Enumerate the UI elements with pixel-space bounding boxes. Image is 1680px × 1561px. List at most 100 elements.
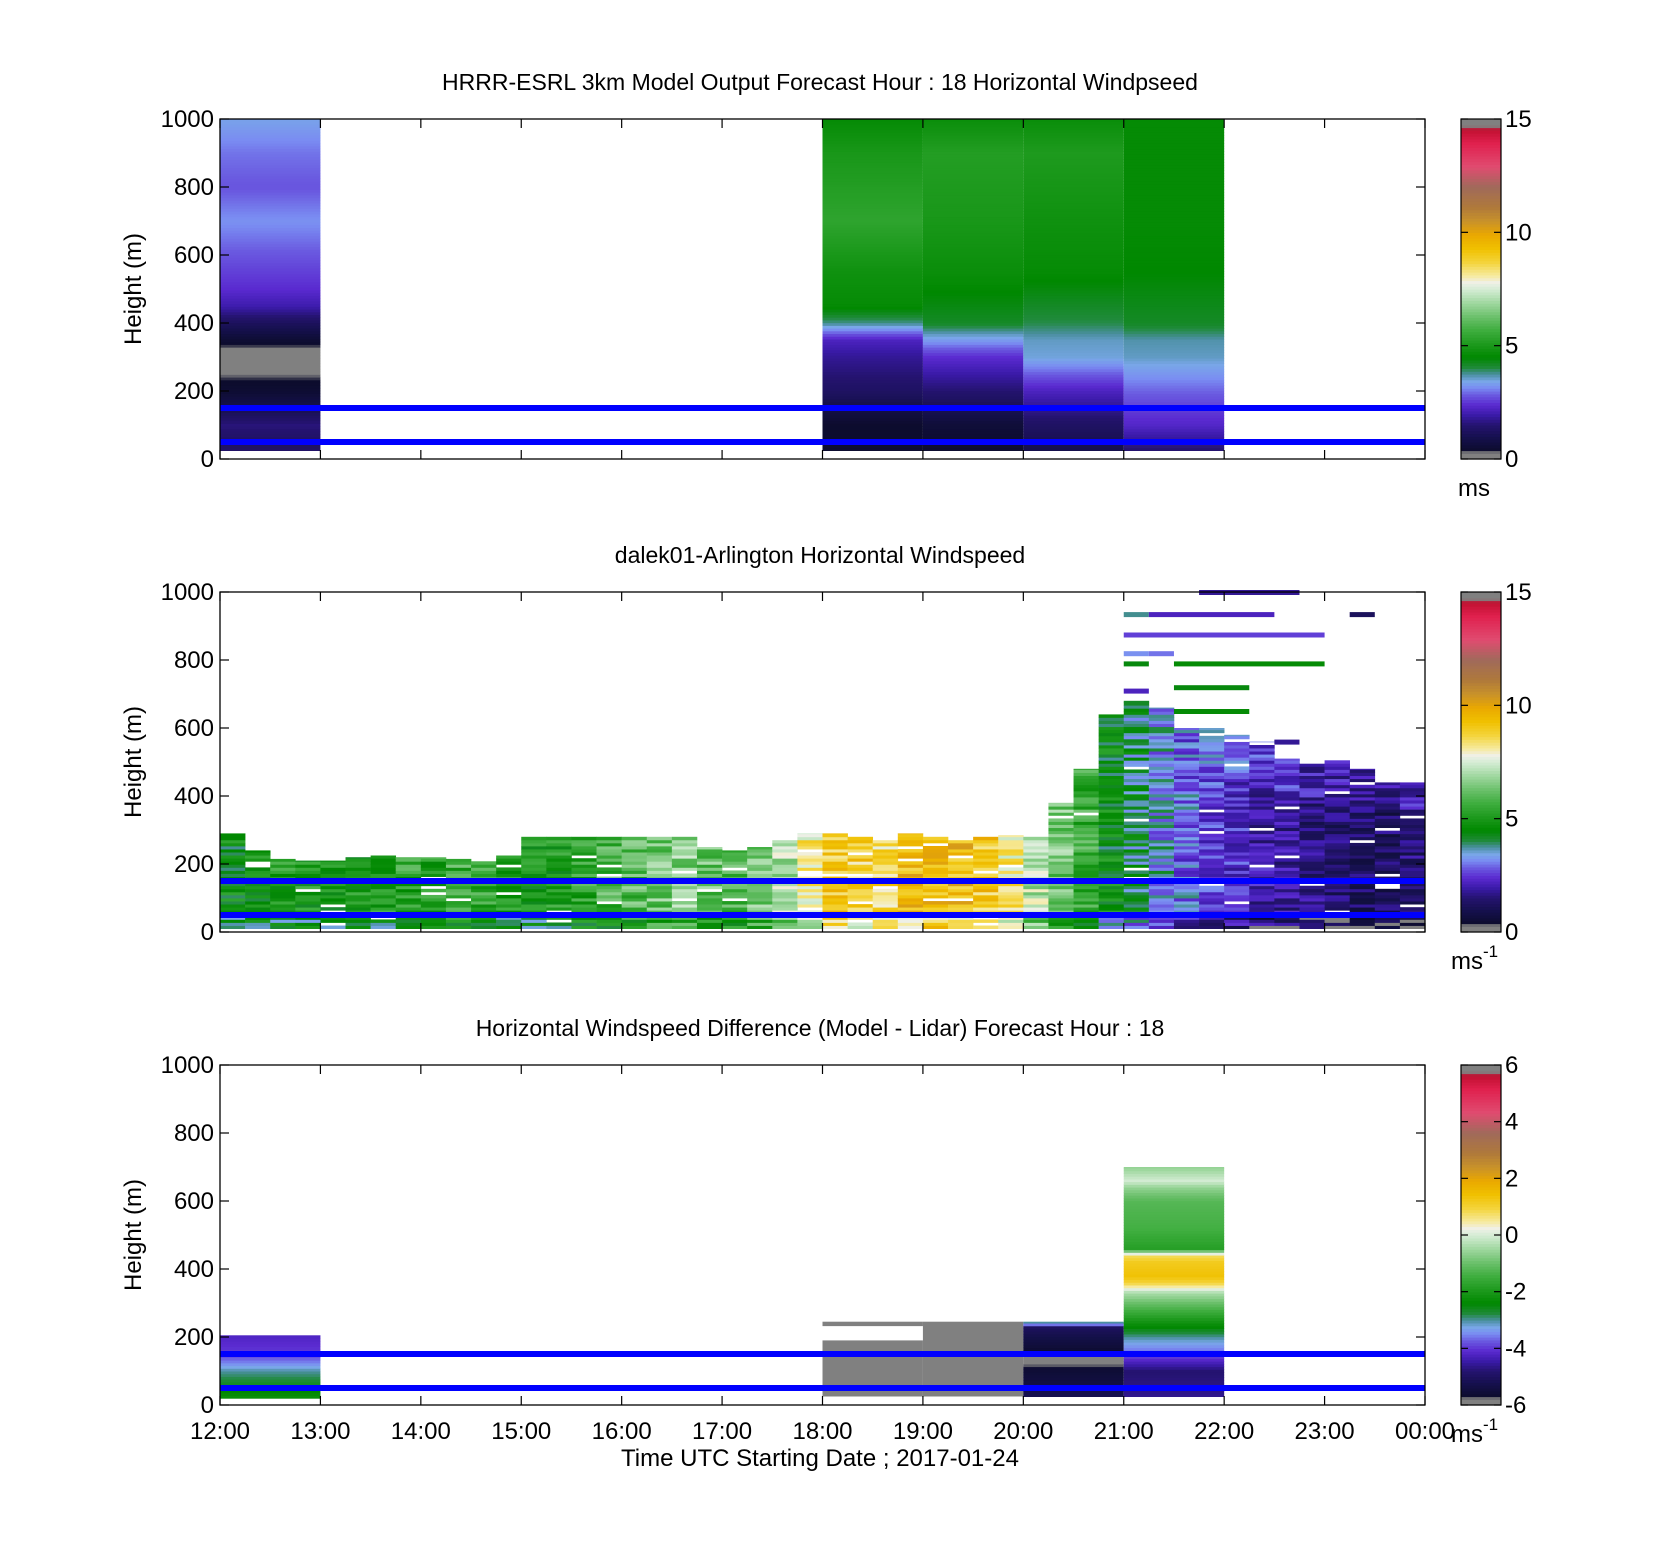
data-cell [822, 907, 848, 911]
data-cell [270, 873, 296, 877]
data-cell [420, 864, 447, 868]
colorbar-swatch [1461, 1141, 1501, 1145]
difference-panel: Horizontal Windspeed Difference (Model -… [120, 1015, 1526, 1472]
data-cell [220, 211, 321, 215]
colorbar-swatch [1461, 1113, 1501, 1117]
colorbar-swatch [1461, 1356, 1501, 1361]
colorbar-swatch [1461, 133, 1501, 137]
data-cell [471, 861, 497, 865]
data-cell [1299, 790, 1325, 795]
data-cell [1299, 919, 1325, 923]
data-cell [220, 387, 321, 392]
data-cell [1399, 898, 1426, 902]
data-cell [822, 368, 923, 373]
data-cell [621, 901, 648, 905]
data-cell [295, 922, 321, 926]
data-cell [1123, 246, 1225, 250]
data-cell [822, 154, 923, 158]
colorbar-swatch [1461, 306, 1501, 310]
data-cell [1199, 766, 1225, 770]
data-cell [1299, 867, 1325, 871]
data-cell [220, 1379, 321, 1383]
x-tick-label: 14:00 [391, 1418, 451, 1445]
data-cell [220, 431, 321, 435]
data-cell [1349, 803, 1376, 807]
data-cell [872, 916, 899, 920]
data-cell [1048, 898, 1074, 902]
data-cell [220, 377, 321, 381]
data-cell [1123, 1173, 1225, 1177]
data-cell [998, 898, 1024, 902]
data-cell [345, 916, 371, 920]
data-cell [1249, 797, 1275, 801]
data-cell [1023, 167, 1124, 171]
data-cell [1023, 861, 1049, 865]
data-cell [1173, 870, 1200, 874]
data-cell [1199, 784, 1225, 789]
data-cell [220, 227, 321, 231]
data-cell [922, 855, 949, 859]
data-cell [797, 836, 823, 841]
data-cell [1274, 894, 1300, 899]
data-cell [1023, 243, 1124, 247]
data-cell [1123, 387, 1225, 392]
data-cell [245, 885, 271, 890]
data-cell [847, 858, 874, 862]
data-cell [671, 916, 698, 920]
data-cell [521, 919, 547, 923]
data-cell [646, 894, 673, 899]
data-cell [1224, 781, 1250, 786]
colorbar-swatch [1461, 410, 1501, 415]
data-cell [948, 873, 974, 877]
data-cell [1023, 317, 1124, 321]
colorbar-swatch [1461, 189, 1501, 194]
colorbar-swatch [1461, 756, 1501, 760]
data-cell [897, 901, 924, 905]
data-cell [1249, 898, 1275, 902]
data-cell [1399, 790, 1426, 795]
lidar-windspeed-panel: dalek01-Arlington Horizontal Windspeed H… [120, 542, 1532, 975]
colorbar-swatch [1461, 283, 1501, 287]
data-cell [1249, 833, 1275, 838]
colorbar-swatch [1461, 269, 1501, 273]
colorbar-swatch [1461, 657, 1501, 661]
x-tick-label: 12:00 [190, 1418, 250, 1445]
data-cell [973, 867, 999, 871]
colorbar-swatch [1461, 348, 1501, 352]
colorbar-swatch [1461, 297, 1501, 301]
data-cell [797, 882, 823, 887]
data-cell [1023, 178, 1124, 182]
colorbar-swatch [1461, 651, 1501, 655]
data-cell [822, 415, 923, 419]
data-cell [1173, 824, 1200, 829]
data-cell [822, 393, 923, 397]
colorbar-swatch [1461, 447, 1501, 452]
colorbar-swatch [1461, 1359, 1501, 1364]
data-cell [1274, 858, 1300, 862]
data-cell [922, 124, 1024, 128]
data-cell [1249, 751, 1275, 755]
data-cell [571, 891, 597, 896]
data-cell [1399, 919, 1426, 923]
data-cell [1299, 839, 1325, 844]
data-cell [1148, 732, 1175, 737]
data-cell [822, 849, 848, 853]
data-cell [722, 858, 748, 862]
data-cell [1349, 775, 1376, 780]
data-cell [797, 916, 823, 920]
data-cell [1399, 809, 1426, 813]
data-cell [1123, 1170, 1225, 1174]
data-cell [1023, 162, 1124, 166]
data-cell [1123, 1276, 1225, 1281]
data-cell [1224, 858, 1250, 862]
data-cell [1073, 845, 1099, 850]
data-cell [571, 852, 597, 856]
data-cell [1324, 775, 1350, 780]
data-cell [922, 295, 1024, 299]
data-cell [1023, 311, 1124, 315]
data-cell [245, 852, 271, 856]
data-cell [546, 861, 572, 865]
colorbar-swatch [1461, 274, 1501, 279]
colorbar-swatch [1461, 1351, 1501, 1355]
data-cell [471, 894, 497, 899]
